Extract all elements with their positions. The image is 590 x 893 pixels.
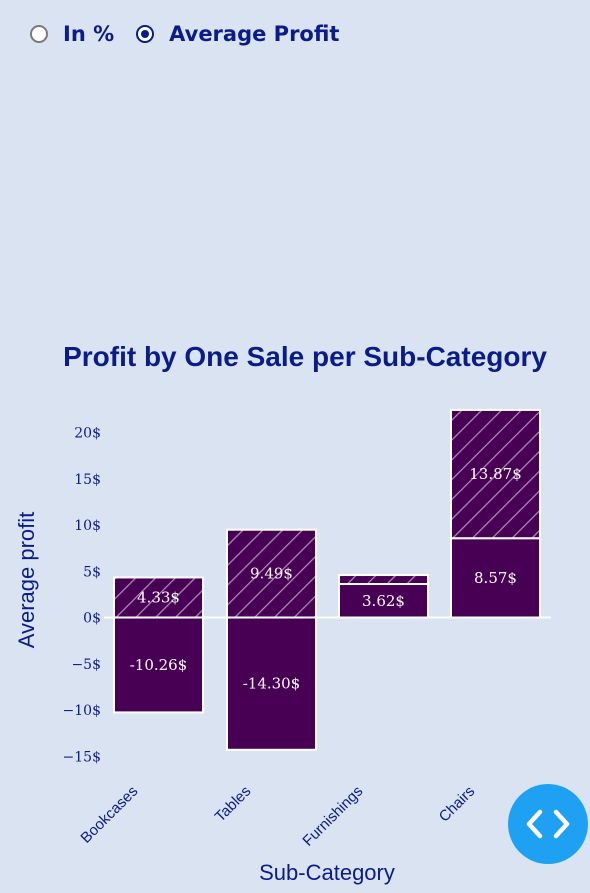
y-tick-label: −10$ — [63, 703, 101, 719]
bar-hatched-bookcases — [113, 576, 204, 619]
y-tick-label: 5$ — [83, 564, 101, 580]
x-tick-label-bookcases: Bookcases — [77, 783, 141, 847]
x-axis-ticks: Bookcases Tables Furnishings Chairs — [77, 783, 478, 850]
y-tick-label: 10$ — [74, 518, 101, 534]
bar-hatched-furnishings — [338, 574, 429, 586]
data-label-solid-chairs: 8.57$ — [474, 569, 517, 587]
data-label-solid-furnishings: 3.62$ — [362, 592, 405, 610]
radio-option-in-percent[interactable]: In % — [30, 22, 114, 46]
y-tick-label: −5$ — [71, 657, 101, 673]
x-tick-label-furnishings: Furnishings — [299, 783, 366, 850]
data-label-hatched-bookcases: 4.33$ — [137, 588, 180, 606]
y-tick-label: −15$ — [63, 749, 101, 765]
code-toggle-button[interactable] — [508, 784, 588, 864]
data-label-solid-tables: -14.30$ — [243, 675, 301, 693]
data-labels-layer: -10.26$ 4.33$ -14.30$ 9.49$ 3.62$ 8.57$ 13.87$ — [130, 465, 522, 693]
x-tick-label-chairs: Chairs — [436, 783, 479, 826]
radio-label-average-profit: Average Profit — [169, 22, 340, 46]
bars-layer — [113, 408, 541, 751]
radio-label-in-percent: In % — [63, 22, 115, 46]
code-icon — [526, 809, 570, 839]
radio-button-in-percent[interactable] — [30, 25, 48, 43]
y-tick-label: 15$ — [74, 472, 101, 488]
bar-solid-tables — [226, 616, 317, 751]
bar-hatched-chairs — [450, 408, 541, 540]
data-label-solid-bookcases: -10.26$ — [130, 656, 188, 674]
metric-radio-group: In % Average Profit — [30, 22, 361, 46]
x-tick-label-tables: Tables — [212, 783, 255, 826]
y-tick-label: 0$ — [83, 611, 101, 627]
bar-hatched-tables — [226, 528, 317, 619]
chart-title: Profit by One Sale per Sub-Category — [63, 341, 547, 372]
y-axis-ticks: −15$ −10$ −5$ 0$ 5$ 10$ 15$ 20$ — [63, 426, 101, 766]
bar-solid-chairs — [450, 537, 541, 619]
radio-button-average-profit[interactable] — [136, 25, 155, 43]
y-tick-label: 20$ — [74, 426, 101, 442]
data-label-hatched-tables: 9.49$ — [250, 565, 293, 583]
x-axis-title: Sub-Category — [259, 860, 395, 885]
y-axis-title: Average profit — [14, 512, 39, 649]
data-label-hatched-chairs: 13.87$ — [469, 465, 522, 483]
bar-solid-bookcases — [113, 616, 204, 714]
radio-option-average-profit[interactable]: Average Profit — [136, 22, 339, 46]
